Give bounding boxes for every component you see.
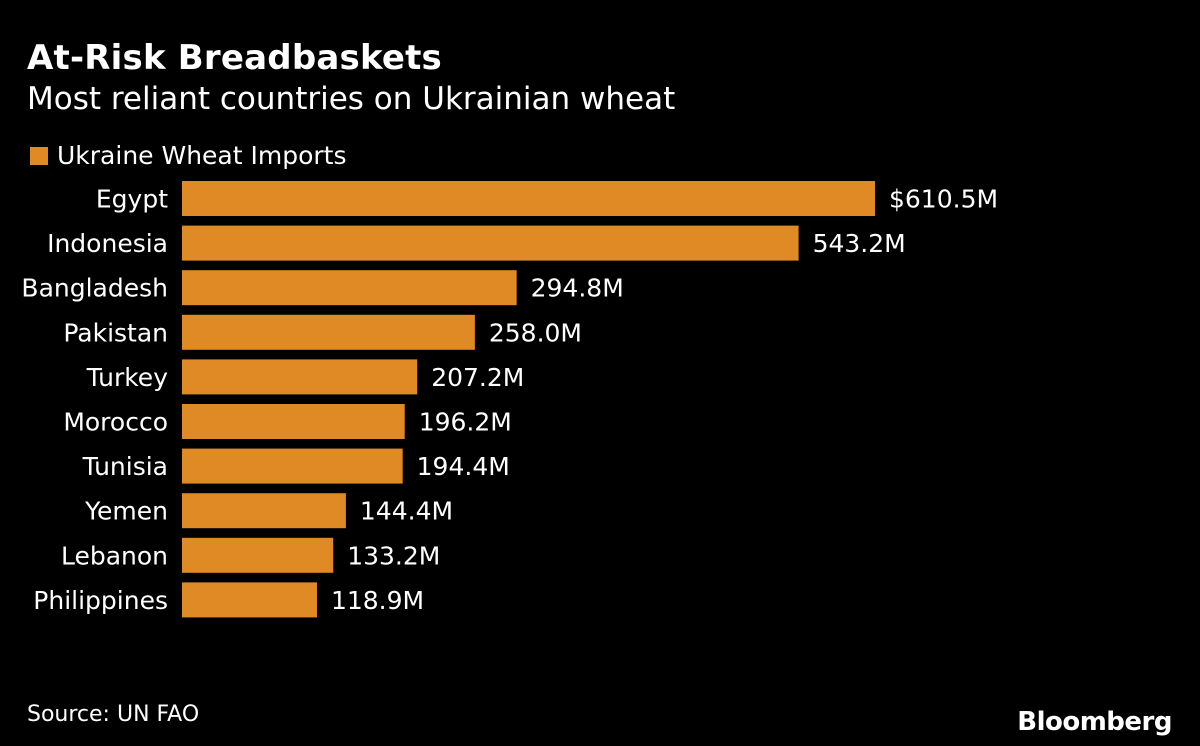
bar-philippines [182,582,317,618]
bar-bangladesh [182,270,517,306]
value-label: 207.2M [431,363,524,392]
category-label: Pakistan [63,318,168,347]
legend-swatch [30,147,48,165]
value-label: 144.4M [360,497,453,526]
category-label: Turkey [86,363,169,392]
bar-indonesia [182,225,799,261]
category-label: Lebanon [61,541,168,570]
bar-egypt [182,181,875,216]
bar-tunisia [182,448,403,484]
value-label: $610.5M [889,185,998,214]
value-label: 133.2M [347,541,440,570]
bar-lebanon [182,537,334,573]
category-label: Morocco [63,408,168,437]
value-label: 294.8M [531,274,624,303]
legend: Ukraine Wheat Imports [30,141,347,171]
bloomberg-logo: Bloomberg [1017,707,1172,737]
chart-title: At-Risk Breadbaskets [27,38,442,78]
value-label: 118.9M [331,586,424,615]
value-label: 258.0M [489,318,582,347]
category-label: Philippines [33,586,168,615]
category-label: Indonesia [47,229,168,258]
value-label: 194.4M [417,452,510,481]
category-label: Yemen [84,497,168,526]
legend-label: Ukraine Wheat Imports [57,141,347,170]
bar-yemen [182,493,346,529]
category-label: Bangladesh [21,274,168,303]
source-note: Source: UN FAO [27,702,200,727]
category-label: Tunisia [82,452,168,481]
category-label: Egypt [96,185,168,214]
bar-pakistan [182,314,475,350]
value-label: 543.2M [813,229,906,258]
value-label: 196.2M [419,408,512,437]
chart-subtitle: Most reliant countries on Ukrainian whea… [27,81,676,117]
bar-turkey [182,359,418,395]
bar-morocco [182,404,405,439]
